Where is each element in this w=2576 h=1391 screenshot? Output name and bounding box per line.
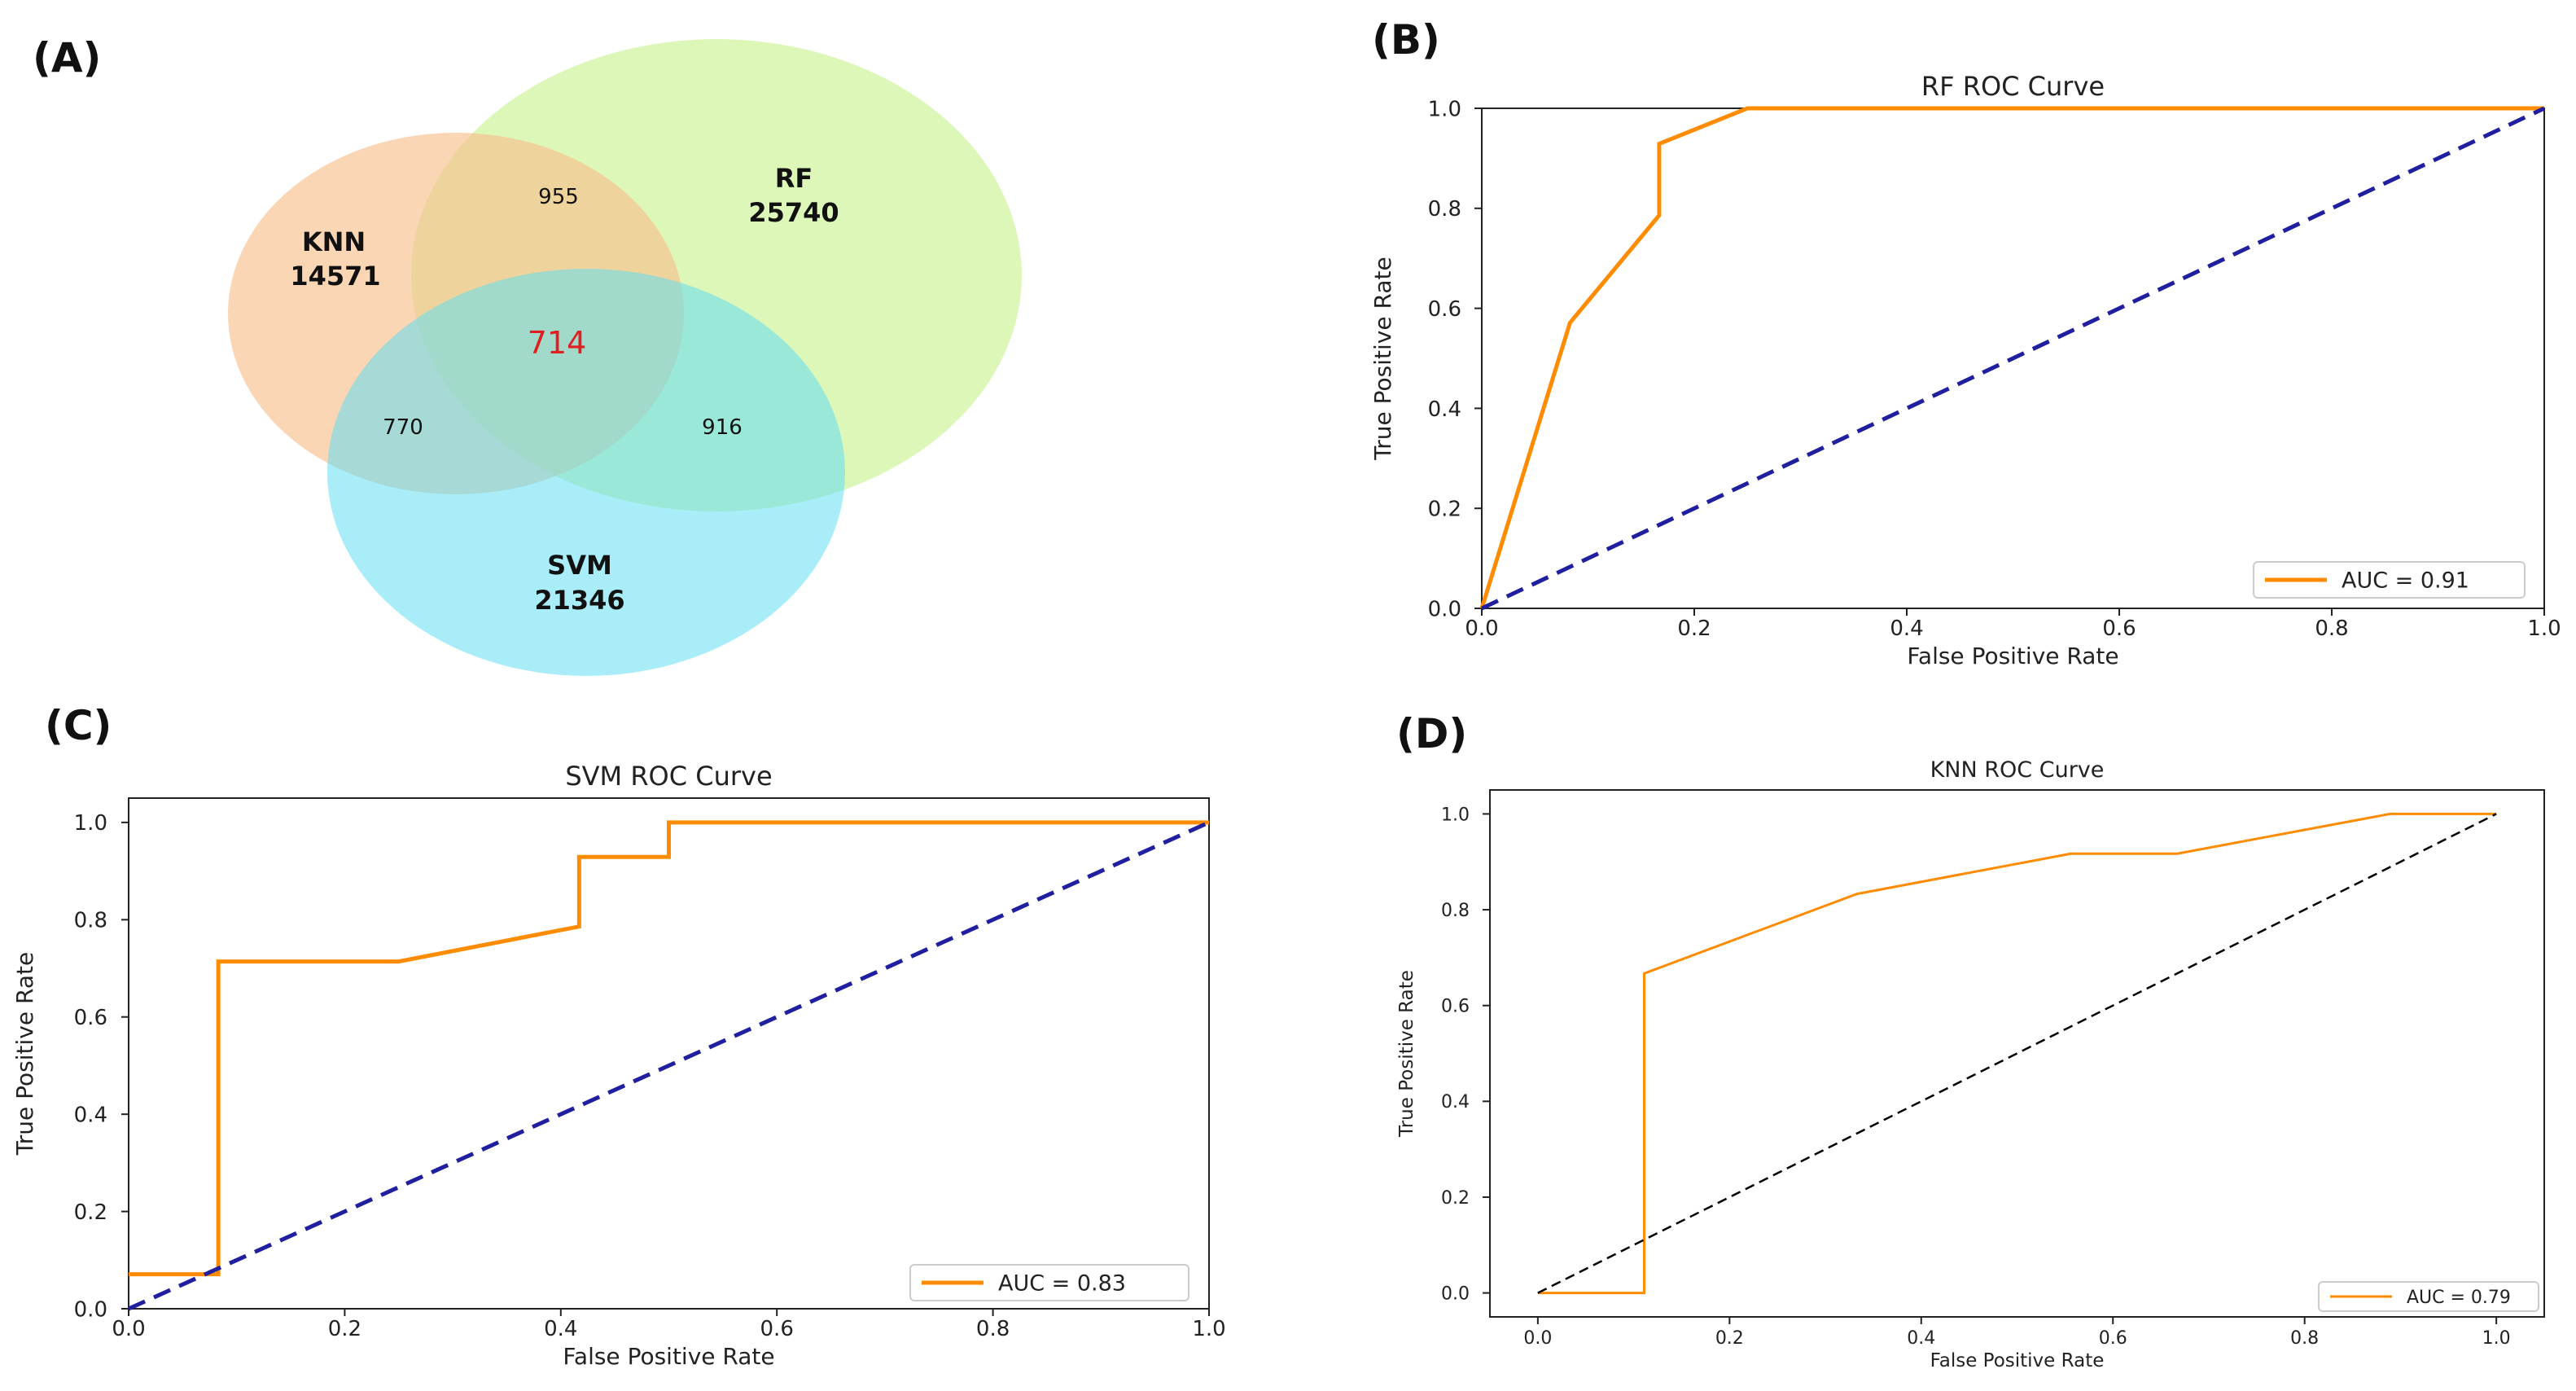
knn-roc-line [1537, 812, 2497, 1295]
knn-y-tick-label: 0.6 [1441, 997, 1470, 1017]
rf-x-axis-label: False Positive Rate [1907, 643, 2118, 669]
knn-diagonal-line [1537, 813, 2497, 1294]
venn-count-knn: 14571 [290, 261, 380, 292]
svm-y-tick-label: 1.0 [74, 811, 107, 836]
knn-chart-title: KNN ROC Curve [1930, 757, 2105, 783]
rf-legend-box [2253, 561, 2526, 599]
svm-legend-label: AUC = 0.83 [998, 1271, 1126, 1297]
venn-circle-svm [327, 269, 845, 676]
venn-panel: (A) KNN 14571 RF 25740 SVM 21346 955 770… [33, 34, 1022, 676]
svm-chart-title: SVM ROC Curve [565, 761, 772, 792]
venn-label-svm: SVM [547, 550, 612, 581]
rf-x-tick-label: 0.4 [1890, 617, 1923, 641]
svm-y-tick-label: 0.8 [74, 909, 107, 933]
panel-label-c: (C) [45, 702, 112, 749]
knn-y-tick-label: 0.4 [1441, 1092, 1470, 1112]
knn-x-tick-label: 1.0 [2482, 1328, 2511, 1349]
knn-legend-box [2318, 1281, 2539, 1312]
svm-x-tick-label: 0.0 [112, 1317, 145, 1341]
svm-axes-frame [128, 797, 1210, 1310]
rf-chart-title: RF ROC Curve [1921, 71, 2105, 102]
knn-y-tick-label: 0.0 [1441, 1284, 1470, 1305]
svm-y-axis-label: True Positive Rate [11, 952, 38, 1156]
knn-x-axis-label: False Positive Rate [1930, 1350, 2105, 1371]
knn-x-tick-label: 0.2 [1715, 1328, 1744, 1349]
rf-y-tick-label: 1.0 [1428, 97, 1461, 121]
knn-y-tick-label: 1.0 [1441, 805, 1470, 825]
panel-label-a: (A) [33, 34, 101, 81]
venn-count-knn-svm: 770 [383, 415, 423, 440]
knn-roc-chart: KNN ROC Curve 0.0 0.2 0.4 0.6 0.8 1.0 0.0 0.2 0.4… [1396, 757, 2545, 1371]
svm-x-tick-label: 0.2 [328, 1317, 361, 1341]
rf-y-tick-label: 0.4 [1428, 397, 1461, 422]
svm-y-tick-label: 0.2 [74, 1200, 107, 1225]
rf-diagonal-line [1480, 106, 2546, 611]
venn-count-all: 714 [528, 325, 587, 361]
knn-legend-label: AUC = 0.79 [2407, 1288, 2511, 1308]
knn-axes-frame [1489, 789, 2545, 1318]
venn-label-rf: RF [775, 163, 813, 194]
rf-x-tick-label: 0.0 [1465, 617, 1498, 641]
knn-x-tick-label: 0.6 [2099, 1328, 2127, 1349]
svm-legend-box [909, 1264, 1189, 1301]
venn-count-svm: 21346 [534, 585, 624, 616]
rf-y-tick-label: 0.0 [1428, 597, 1461, 621]
rf-x-tick-label: 0.6 [2102, 617, 2136, 641]
svm-y-tick-label: 0.6 [74, 1006, 107, 1030]
rf-x-tick-label: 0.2 [1677, 617, 1711, 641]
svm-x-tick-label: 0.8 [976, 1317, 1010, 1341]
knn-x-tick-label: 0.4 [1907, 1328, 1935, 1349]
rf-y-tick-label: 0.6 [1428, 297, 1461, 322]
svm-x-axis-label: False Positive Rate [563, 1343, 774, 1370]
venn-count-knn-rf: 955 [538, 185, 579, 209]
rf-y-axis-label: True Positive Rate [1369, 257, 1396, 460]
svm-roc-chart: SVM ROC Curve 0.0 0.2 0.4 0.6 0.8 1.0 0.0 0.2 0.4… [11, 761, 1226, 1370]
knn-x-tick-label: 0.8 [2290, 1328, 2319, 1349]
rf-roc-line [1479, 106, 2544, 609]
svm-y-tick-label: 0.4 [74, 1104, 107, 1128]
svm-diagonal-line [127, 820, 1211, 1311]
knn-y-tick-label: 0.8 [1441, 901, 1470, 921]
panel-label-b: (B) [1372, 16, 1440, 64]
rf-x-tick-label: 0.8 [2315, 617, 2348, 641]
venn-label-knn: KNN [302, 226, 366, 257]
rf-x-tick-label: 1.0 [2527, 617, 2561, 641]
svm-x-tick-label: 0.6 [760, 1317, 794, 1341]
venn-count-rf-svm: 916 [702, 415, 743, 440]
knn-y-axis-label: True Positive Rate [1396, 970, 1417, 1138]
svm-y-tick-label: 0.0 [74, 1297, 107, 1322]
rf-roc-chart: RF ROC Curve 0.0 0.2 0.4 0.6 0.8 1.0 0.0 0.2 0.4 0… [1369, 71, 2561, 669]
svm-x-tick-label: 0.4 [544, 1317, 577, 1341]
rf-legend-label: AUC = 0.91 [2342, 568, 2469, 594]
knn-y-tick-label: 0.2 [1441, 1188, 1470, 1209]
panel-label-d: (D) [1396, 710, 1467, 757]
svm-roc-line [129, 820, 1209, 1277]
rf-y-tick-label: 0.2 [1428, 498, 1461, 522]
rf-y-tick-label: 0.8 [1428, 197, 1461, 222]
venn-count-rf: 25740 [748, 197, 839, 228]
svm-x-tick-label: 1.0 [1192, 1317, 1225, 1341]
knn-x-tick-label: 0.0 [1523, 1328, 1552, 1349]
